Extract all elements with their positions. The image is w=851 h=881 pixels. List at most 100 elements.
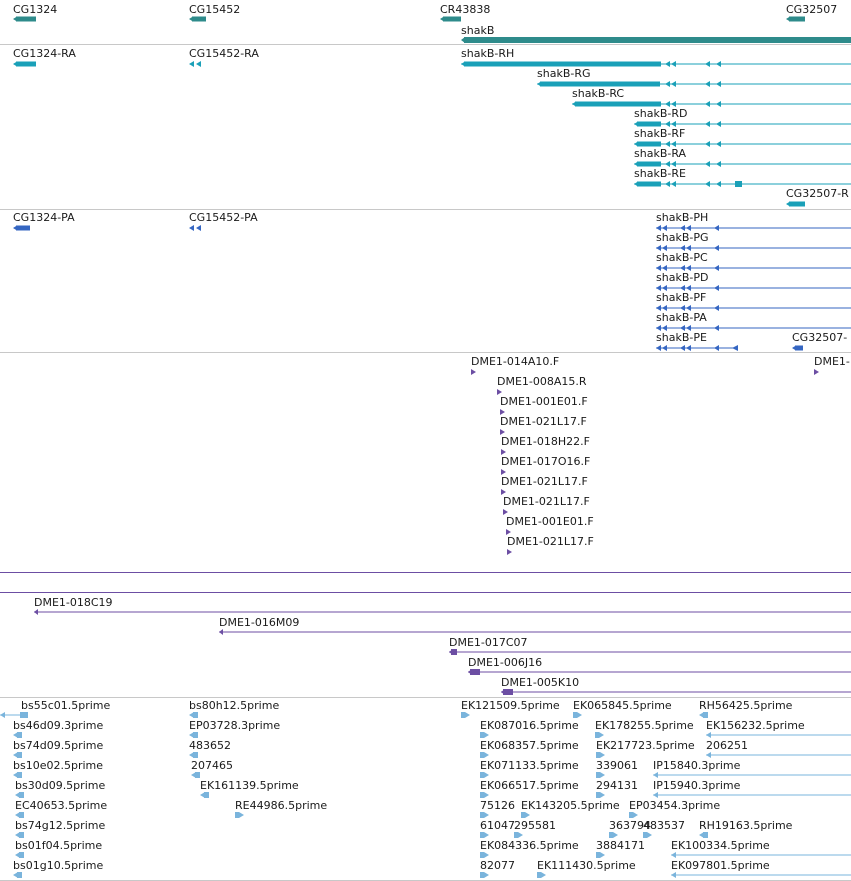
feature-label: CG1324-PA [13, 211, 75, 224]
feature-75126[interactable]: 75126 [480, 799, 515, 818]
feature-82077[interactable]: 82077 [480, 859, 515, 878]
feature-shakb-rc[interactable]: shakB-RC [572, 87, 851, 107]
feature-3884171[interactable]: 3884171 [596, 839, 645, 858]
feature-shakb-rd[interactable]: shakB-RD [634, 107, 851, 127]
feature-dme1-001e01-f[interactable]: DME1-001E01.F [506, 515, 594, 535]
feature-label: EK121509.5prime [461, 699, 560, 712]
feature-ec40653-5prime[interactable]: EC40653.5prime [15, 799, 107, 818]
feature-483652[interactable]: 483652 [189, 739, 231, 758]
feature-dme1[interactable]: DME1- [814, 355, 850, 375]
feature-bs80h12-5prime[interactable]: bs80h12.5prime [189, 699, 279, 718]
feature-ek084336-5prime[interactable]: EK084336.5prime [480, 839, 579, 858]
feature-dme1-021l17-f[interactable]: DME1-021L17.F [507, 535, 594, 555]
feature-shakb-pc[interactable]: shakB-PC [656, 251, 851, 271]
feature-bs10e02-5prime[interactable]: bs10e02.5prime [13, 759, 103, 778]
feature-ek068357-5prime[interactable]: EK068357.5prime [480, 739, 579, 758]
feature-ek087016-5prime[interactable]: EK087016.5prime [480, 719, 579, 738]
feature-cg32507[interactable]: CG32507 [786, 3, 837, 22]
feature-label: 294131 [596, 779, 638, 792]
feature-dme1-006j16[interactable]: DME1-006J16 [468, 656, 851, 675]
feature-ek097801-5prime[interactable]: EK097801.5prime [671, 859, 851, 878]
feature-207465[interactable]: 207465 [191, 759, 233, 778]
feature-label: DME1-018H22.F [501, 435, 590, 448]
feature-label: DME1-021L17.F [503, 495, 590, 508]
feature-dme1-017o16-f[interactable]: DME1-017O16.F [501, 455, 590, 475]
feature-dme1-017c07[interactable]: DME1-017C07 [449, 636, 851, 655]
feature-shakb[interactable]: shakB [461, 24, 851, 43]
feature-bs55c01-5prime[interactable]: bs55c01.5prime [0, 699, 111, 718]
feature-bs01g10-5prime[interactable]: bs01g10.5prime [13, 859, 103, 878]
feature-rh56425-5prime[interactable]: RH56425.5prime [699, 699, 793, 718]
feature-re44986-5prime[interactable]: RE44986.5prime [235, 799, 327, 818]
feature-ek071133-5prime[interactable]: EK071133.5prime [480, 759, 579, 778]
feature-shakb-pf[interactable]: shakB-PF [656, 291, 851, 311]
feature-shakb-ph[interactable]: shakB-PH [656, 211, 851, 231]
feature-bs74g12-5prime[interactable]: bs74g12.5prime [15, 819, 105, 838]
feature-ek143205-5prime[interactable]: EK143205.5prime [521, 799, 620, 818]
feature-339061[interactable]: 339061 [596, 759, 638, 778]
feature-cg1324[interactable]: CG1324 [13, 3, 57, 22]
feature-ek111430-5prime[interactable]: EK111430.5prime [537, 859, 636, 878]
feature-label: 61047 [480, 819, 515, 832]
feature-295581[interactable]: 295581 [514, 819, 556, 838]
feature-bs74d09-5prime[interactable]: bs74d09.5prime [13, 739, 103, 758]
feature-shakb-ra[interactable]: shakB-RA [634, 147, 851, 167]
feature-363794[interactable]: 363794 [609, 819, 651, 838]
feature-61047[interactable]: 61047 [480, 819, 515, 838]
feature-label: CG15452-RA [189, 47, 259, 60]
feature-cg32507-r[interactable]: CG32507-R [786, 187, 849, 207]
feature-bs01f04-5prime[interactable]: bs01f04.5prime [15, 839, 102, 858]
feature-ek065845-5prime[interactable]: EK065845.5prime [573, 699, 672, 718]
feature-label: EK084336.5prime [480, 839, 579, 852]
feature-bs46d09-3prime[interactable]: bs46d09.3prime [13, 719, 103, 738]
feature-ek178255-5prime[interactable]: EK178255.5prime [595, 719, 694, 738]
feature-ek121509-5prime[interactable]: EK121509.5prime [461, 699, 560, 718]
feature-206251[interactable]: 206251 [706, 739, 851, 758]
feature-dme1-008a15-r[interactable]: DME1-008A15.R [497, 375, 587, 395]
feature-shakb-pg[interactable]: shakB-PG [656, 231, 851, 251]
feature-cg32507[interactable]: CG32507- [792, 331, 847, 351]
feature-dme1-001e01-f[interactable]: DME1-001E01.F [500, 395, 588, 415]
feature-ek161139-5prime[interactable]: EK161139.5prime [200, 779, 299, 798]
feature-label: shakB-RC [572, 87, 624, 100]
feature-shakb-rh[interactable]: shakB-RH [461, 47, 851, 67]
feature-shakb-rf[interactable]: shakB-RF [634, 127, 851, 147]
feature-ek066517-5prime[interactable]: EK066517.5prime [480, 779, 579, 798]
feature-ek156232-5prime[interactable]: EK156232.5prime [706, 719, 851, 738]
feature-label: 363794 [609, 819, 651, 832]
feature-cg15452-ra[interactable]: CG15452-RA [189, 47, 259, 67]
feature-label: DME1-016M09 [219, 616, 299, 629]
feature-label: 207465 [191, 759, 233, 772]
feature-dme1-014a10-f[interactable]: DME1-014A10.F [471, 355, 559, 375]
feature-label: IP15940.3prime [653, 779, 741, 792]
feature-dme1-005k10[interactable]: DME1-005K10 [501, 676, 851, 695]
feature-483537[interactable]: 483537 [643, 819, 685, 838]
feature-rh19163-5prime[interactable]: RH19163.5prime [699, 819, 793, 838]
feature-ep03454-3prime[interactable]: EP03454.3prime [629, 799, 720, 818]
feature-ip15840-3prime[interactable]: IP15840.3prime [653, 759, 851, 778]
feature-dme1-021l17-f[interactable]: DME1-021L17.F [503, 495, 590, 515]
feature-shakb-re[interactable]: shakB-RE [634, 167, 851, 187]
feature-bs30d09-5prime[interactable]: bs30d09.5prime [15, 779, 105, 798]
feature-cr43838[interactable]: CR43838 [440, 3, 490, 22]
feature-dme1-021l17-f[interactable]: DME1-021L17.F [501, 475, 588, 495]
feature-label: CG15452-PA [189, 211, 258, 224]
feature-shakb-pd[interactable]: shakB-PD [656, 271, 851, 291]
feature-shakb-pe[interactable]: shakB-PE [656, 331, 738, 351]
feature-ek217723-5prime[interactable]: EK217723.5prime [596, 739, 695, 758]
feature-dme1-018h22-f[interactable]: DME1-018H22.F [501, 435, 590, 455]
feature-ep03728-3prime[interactable]: EP03728.3prime [189, 719, 280, 738]
feature-cg1324-pa[interactable]: CG1324-PA [13, 211, 75, 231]
feature-ip15940-3prime[interactable]: IP15940.3prime [653, 779, 851, 798]
feature-dme1-016m09[interactable]: DME1-016M09 [219, 616, 851, 635]
feature-cg15452-pa[interactable]: CG15452-PA [189, 211, 258, 231]
feature-294131[interactable]: 294131 [596, 779, 638, 798]
feature-shakb-rg[interactable]: shakB-RG [537, 67, 851, 87]
feature-dme1-021l17-f[interactable]: DME1-021L17.F [500, 415, 587, 435]
feature-ek100334-5prime[interactable]: EK100334.5prime [671, 839, 851, 858]
feature-label: 206251 [706, 739, 748, 752]
feature-dme1-018c19[interactable]: DME1-018C19 [34, 596, 851, 615]
feature-shakb-pa[interactable]: shakB-PA [656, 311, 851, 331]
feature-cg15452[interactable]: CG15452 [189, 3, 240, 22]
feature-cg1324-ra[interactable]: CG1324-RA [13, 47, 76, 67]
